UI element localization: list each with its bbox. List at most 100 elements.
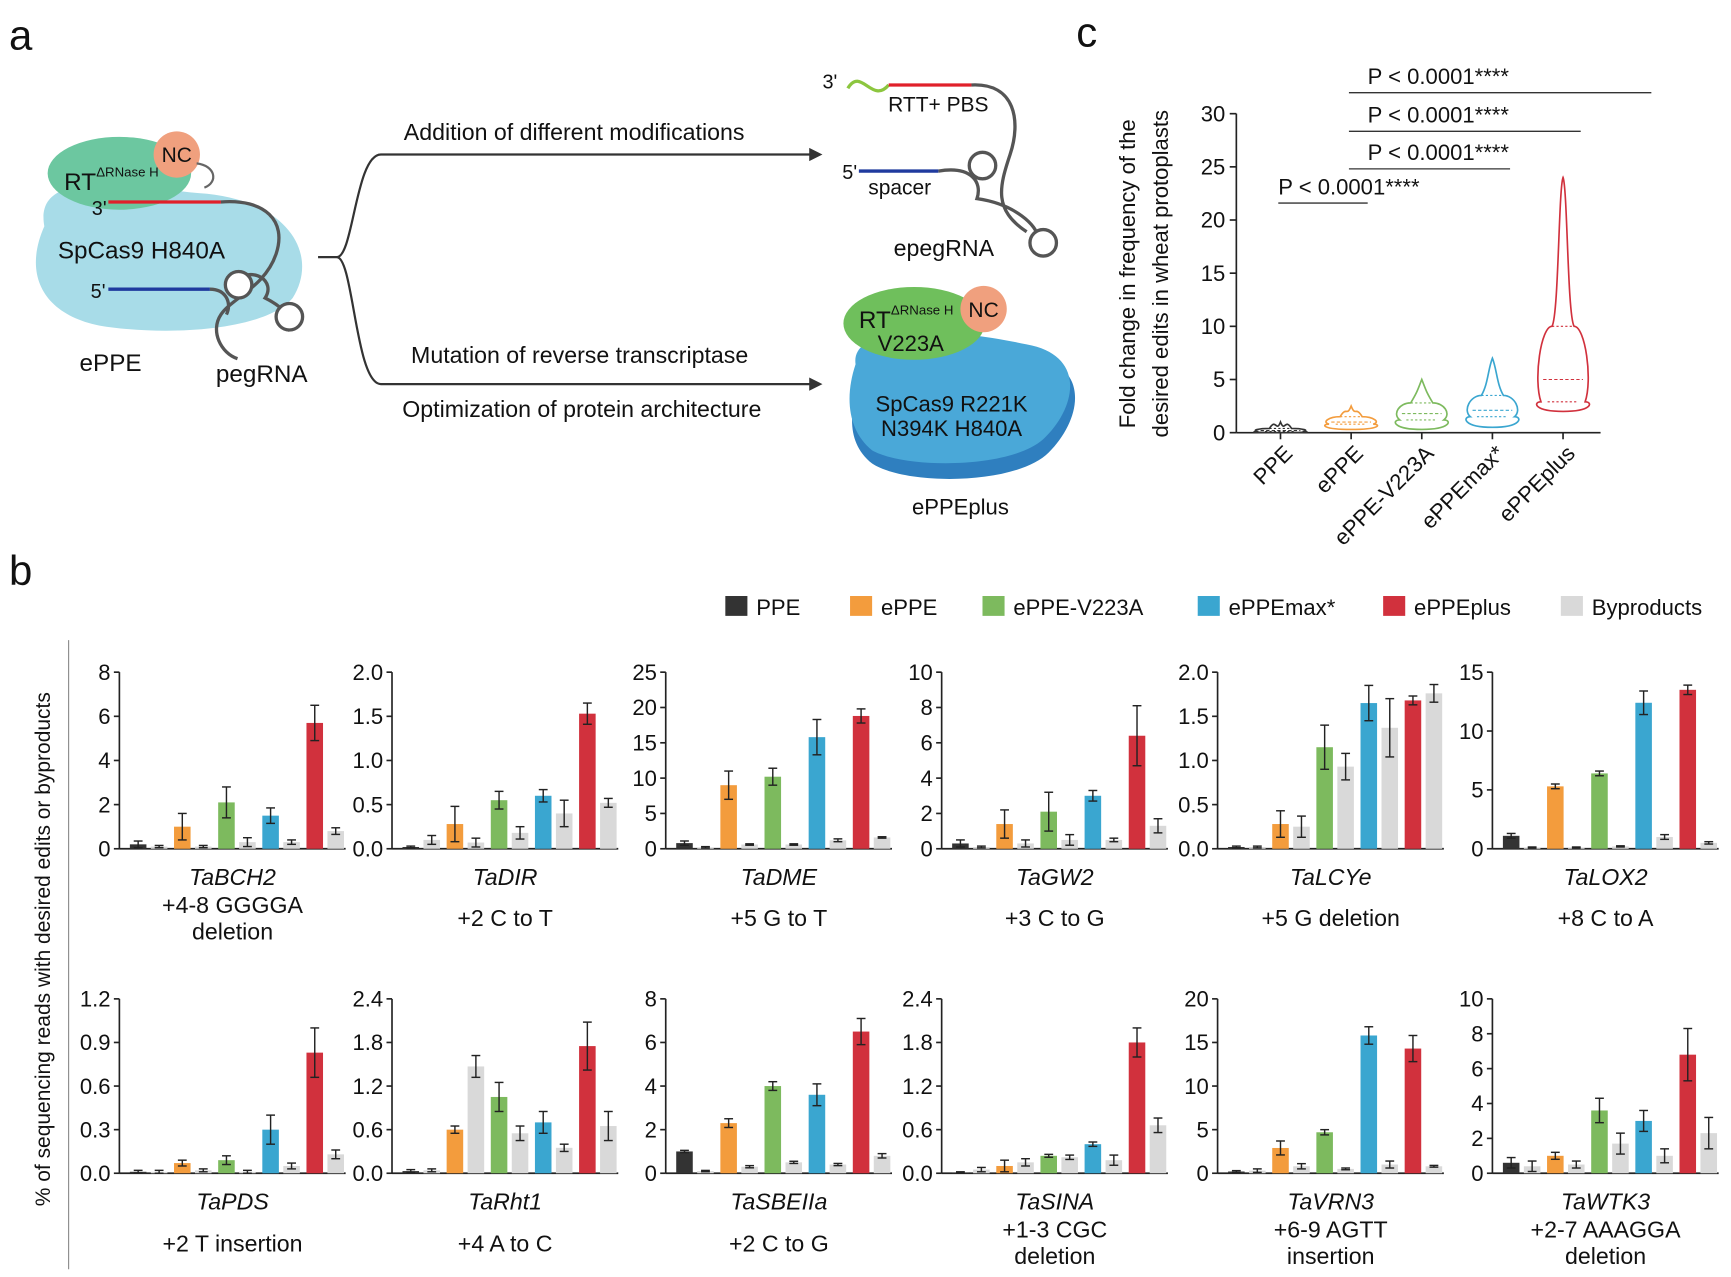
y-tick-label: 2.0: [1178, 660, 1209, 685]
error-bar: [1364, 684, 1374, 722]
error-bar: [494, 790, 504, 810]
error-bar: [1231, 845, 1241, 849]
label: epegRNA: [894, 235, 995, 261]
error-bar: [1297, 1162, 1306, 1170]
significance-label: P < 0.0001****: [1368, 103, 1510, 128]
y-tick-label: 1.8: [902, 1030, 933, 1055]
y-tick-label: 0: [1213, 420, 1225, 445]
y-tick-label: 20: [632, 695, 657, 720]
error-bar: [1021, 839, 1030, 848]
bar: [490, 800, 508, 849]
label: 3': [822, 71, 837, 93]
y-tick-label: 0: [98, 836, 110, 861]
bar: [1316, 747, 1333, 849]
diagram: [35, 79, 1076, 479]
y-tick-label: 1.0: [353, 748, 384, 773]
y-tick-label: 0.5: [353, 792, 384, 817]
bar: [720, 785, 737, 849]
y-tick-label: 5: [1471, 778, 1483, 803]
gene-name: TaGW2: [1016, 864, 1094, 890]
error-bar: [1616, 845, 1625, 848]
gene-name: TaLCYe: [1290, 864, 1372, 890]
bar: [1568, 1164, 1585, 1174]
error-bar: [310, 704, 320, 742]
error-bar: [1252, 1168, 1262, 1174]
error-bar: [976, 845, 986, 849]
gene-name: TaSINA: [1015, 1189, 1094, 1215]
bar: [785, 844, 803, 849]
error-bar: [1506, 1156, 1516, 1169]
bar: [873, 837, 891, 849]
bar: [1149, 825, 1167, 849]
y-tick-label: 8: [1471, 1021, 1483, 1046]
x-tick-label: ePPEplus: [1494, 441, 1580, 527]
bar: [1700, 1133, 1718, 1174]
y-axis-label: % of sequencing reads with desired edits…: [32, 692, 55, 1206]
violin: [1323, 403, 1379, 431]
error-bar: [1320, 1128, 1330, 1136]
error-bar: [1595, 1097, 1604, 1124]
error-bar: [198, 1168, 208, 1173]
bar: [1061, 1157, 1078, 1174]
significance-label: P < 0.0001****: [1368, 140, 1510, 165]
bar: [1656, 1155, 1673, 1174]
bar: [1360, 703, 1378, 849]
legend-swatch: [1197, 596, 1220, 616]
label: ePPEplus: [912, 494, 1009, 519]
y-tick-label: 8: [921, 695, 933, 720]
legend-label: ePPE-V223A: [1013, 595, 1143, 620]
bar: [600, 1126, 617, 1174]
error-bar: [406, 845, 416, 849]
error-bar: [133, 1169, 143, 1174]
error-bar: [1065, 1154, 1075, 1161]
bar: [764, 776, 782, 849]
error-bar: [724, 770, 734, 801]
y-tick-label: 10: [1459, 987, 1484, 1012]
bar: [1084, 795, 1102, 849]
label: Mutation of reverse transcriptase: [411, 342, 748, 368]
legend-swatch: [982, 596, 1005, 616]
error-bar: [1429, 683, 1439, 703]
motif: [846, 79, 890, 93]
edit-label: deletion: [1565, 1243, 1646, 1269]
error-bar: [833, 1162, 843, 1167]
bar: [1502, 835, 1520, 849]
label: ΔRNase H: [96, 165, 159, 180]
bar: [1612, 1143, 1629, 1174]
error-bar: [1109, 837, 1119, 843]
nc-domain: [153, 131, 200, 178]
nc-domain: [960, 285, 1007, 333]
bar: [1425, 1166, 1443, 1174]
bar: [1128, 735, 1146, 849]
bar: [1105, 839, 1123, 849]
y-tick-label: 4: [921, 766, 933, 791]
error-bar: [680, 840, 689, 846]
error-bar: [1429, 1164, 1439, 1168]
error-bar: [222, 786, 231, 819]
bar: [1591, 1110, 1608, 1174]
y-tick-label: 0.5: [1178, 792, 1209, 817]
bar: [555, 813, 573, 849]
y-tick-label: 10: [1201, 314, 1226, 339]
y-tick-label: 6: [98, 704, 110, 729]
error-bar: [976, 1166, 986, 1173]
gene-name: TaPDS: [196, 1189, 269, 1215]
error-bar: [701, 1169, 710, 1173]
y-tick-label: 6: [1471, 1056, 1483, 1081]
error-bar: [1231, 1169, 1241, 1174]
error-bar: [177, 812, 187, 841]
edit-label: +2 T insertion: [162, 1231, 302, 1257]
y-tick-label: 2.4: [902, 987, 933, 1012]
loop: [223, 269, 254, 300]
violin: [1535, 175, 1591, 413]
bar: [829, 840, 847, 849]
error-bar: [266, 1114, 276, 1145]
y-tick-label: 2: [1471, 1126, 1483, 1151]
bar: [555, 1147, 573, 1174]
bar: [511, 832, 529, 849]
label: RT: [64, 169, 96, 196]
y-tick-label: 25: [632, 660, 657, 685]
y-tick-label: 10: [908, 660, 933, 685]
bar: [600, 802, 617, 849]
y-tick-label: 5: [1213, 367, 1225, 392]
